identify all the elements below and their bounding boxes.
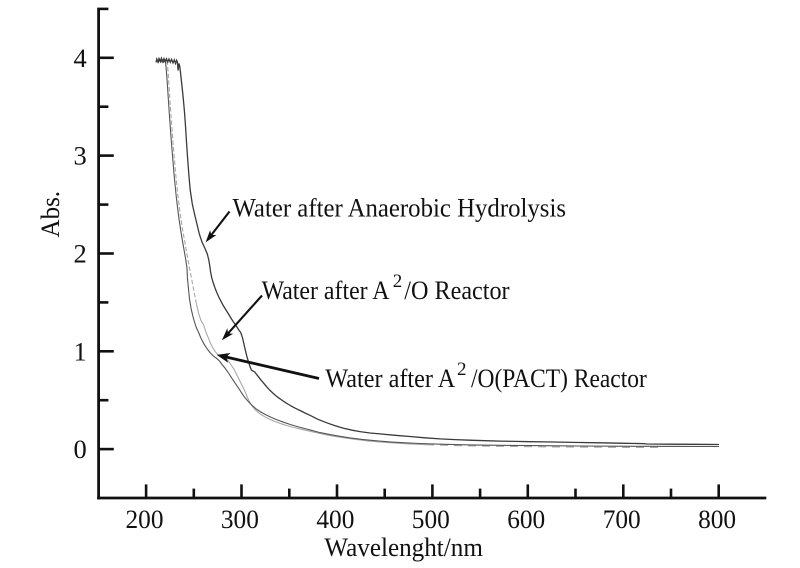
svg-text:2: 2 xyxy=(74,239,87,269)
svg-text:Water after Anaerobic Hydrolys: Water after Anaerobic Hydrolysis xyxy=(233,192,567,222)
svg-text:2: 2 xyxy=(457,359,467,380)
svg-text:400: 400 xyxy=(316,504,354,534)
svg-text:700: 700 xyxy=(603,504,641,534)
svg-text:Water after A: Water after A xyxy=(325,363,455,393)
svg-text:300: 300 xyxy=(221,504,259,534)
svg-text:2: 2 xyxy=(393,271,403,292)
svg-text:3: 3 xyxy=(74,141,87,171)
svg-text:Wavelenght/nm: Wavelenght/nm xyxy=(324,532,483,562)
svg-text:500: 500 xyxy=(412,504,450,534)
svg-text:1: 1 xyxy=(74,336,87,366)
svg-text:0: 0 xyxy=(74,434,87,464)
svg-text:Abs.: Abs. xyxy=(35,191,65,238)
svg-text:Water after A: Water after A xyxy=(262,275,390,305)
svg-text:800: 800 xyxy=(698,504,736,534)
svg-text:600: 600 xyxy=(507,504,545,534)
svg-text:/O Reactor: /O Reactor xyxy=(404,275,509,305)
svg-text:/O(PACT) Reactor: /O(PACT) Reactor xyxy=(471,363,647,393)
svg-text:4: 4 xyxy=(74,43,87,73)
svg-text:200: 200 xyxy=(126,504,164,534)
